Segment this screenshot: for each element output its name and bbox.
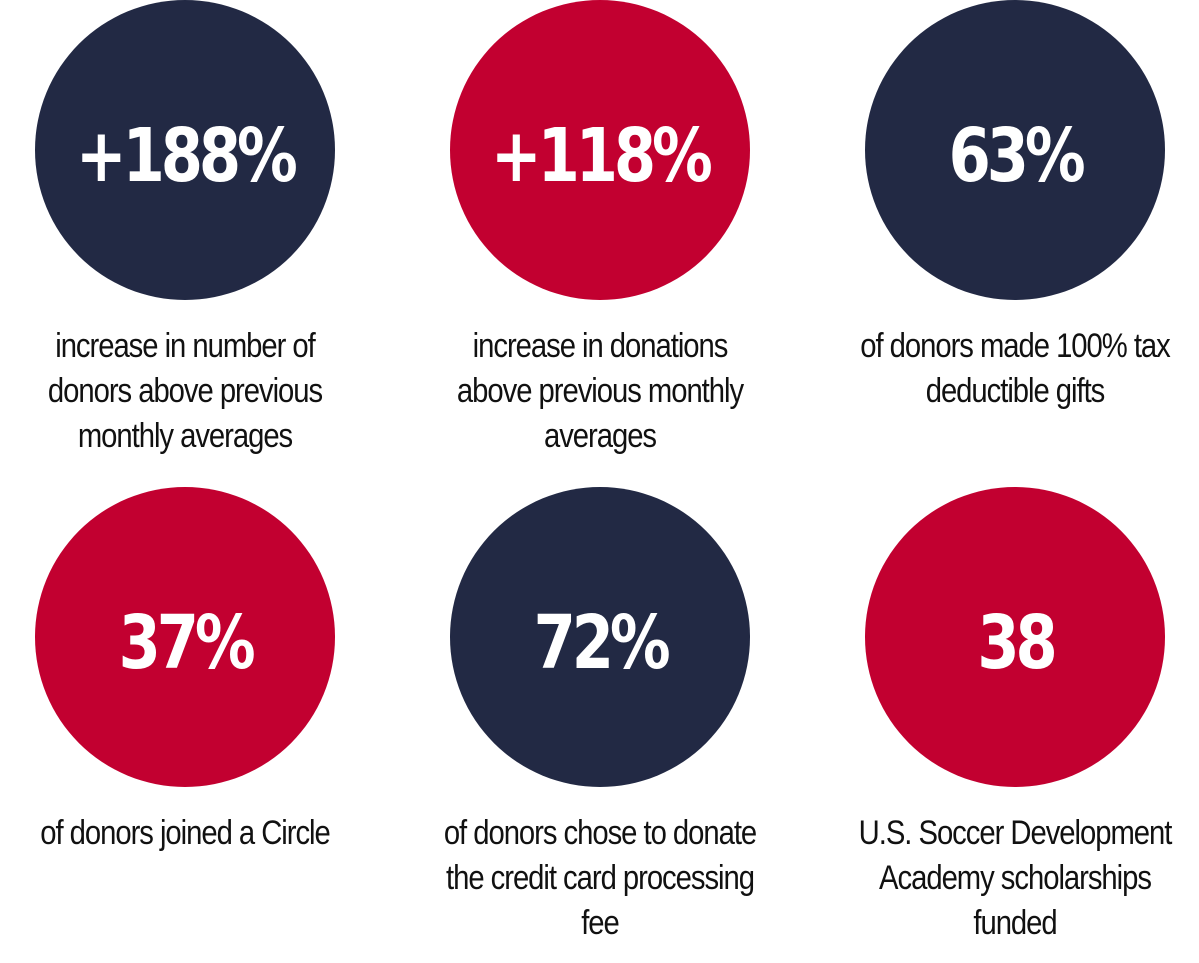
stat-card-circle-joined: 37% of donors joined a Circle: [0, 487, 385, 856]
stat-value: 38: [976, 600, 1057, 686]
stat-circle: +118%: [450, 0, 750, 300]
stat-caption: of donors joined a Circle: [40, 814, 331, 852]
stat-value: 63%: [948, 113, 1086, 199]
stat-value: 72%: [533, 600, 671, 686]
stat-circle: 37%: [35, 487, 335, 787]
stat-card-donation-increase: +118% increase in donations above previo…: [400, 0, 800, 459]
stat-circle: +188%: [35, 0, 335, 300]
stat-card-tax-deductible: 63% of donors made 100% tax deductible g…: [815, 0, 1199, 414]
stat-circle: 38: [865, 487, 1165, 787]
stat-value: 37%: [118, 600, 256, 686]
stat-value: +188%: [76, 113, 298, 199]
stat-caption: U.S. Soccer Development Academy scholars…: [858, 814, 1173, 942]
stat-caption: of donors made 100% tax deductible gifts: [860, 327, 1171, 410]
stat-circle: 63%: [865, 0, 1165, 300]
stat-card-donor-increase: +188% increase in number of donors above…: [0, 0, 385, 459]
stat-card-scholarships: 38 U.S. Soccer Development Academy schol…: [815, 487, 1199, 946]
stat-card-processing-fee: 72% of donors chose to donate the credit…: [400, 487, 800, 946]
stat-circle: 72%: [450, 487, 750, 787]
stat-caption: of donors chose to donate the credit car…: [443, 814, 757, 942]
stat-caption: increase in donations above previous mon…: [456, 327, 744, 455]
stat-caption: increase in number of donors above previ…: [47, 327, 323, 455]
stat-value: +118%: [491, 113, 713, 199]
